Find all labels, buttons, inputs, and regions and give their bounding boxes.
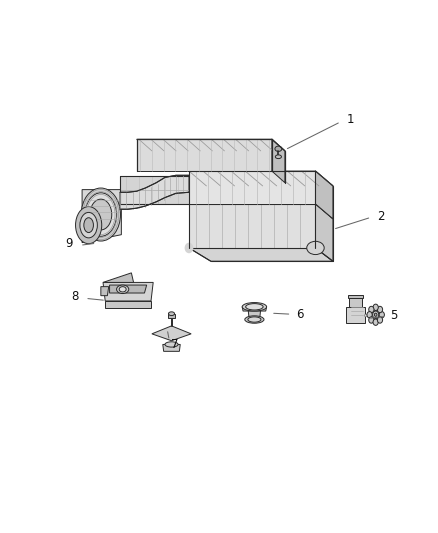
Text: 6: 6 (296, 308, 303, 321)
Ellipse shape (116, 285, 128, 294)
Polygon shape (110, 285, 146, 293)
Ellipse shape (119, 287, 126, 292)
Polygon shape (315, 171, 332, 219)
Polygon shape (105, 301, 151, 308)
Ellipse shape (244, 316, 263, 323)
Ellipse shape (81, 188, 120, 241)
Polygon shape (168, 314, 175, 318)
Polygon shape (188, 248, 332, 261)
Ellipse shape (275, 155, 281, 159)
Polygon shape (103, 273, 133, 282)
Text: 8: 8 (71, 290, 78, 303)
Polygon shape (188, 204, 315, 248)
Ellipse shape (165, 342, 178, 347)
Ellipse shape (377, 306, 382, 313)
Ellipse shape (372, 311, 378, 318)
Text: 5: 5 (389, 309, 397, 322)
Polygon shape (242, 307, 266, 311)
Polygon shape (103, 282, 153, 301)
Polygon shape (120, 175, 188, 209)
Polygon shape (152, 326, 191, 341)
Ellipse shape (75, 207, 102, 244)
Polygon shape (188, 171, 315, 204)
Text: 1: 1 (346, 112, 353, 126)
Ellipse shape (377, 317, 382, 323)
Ellipse shape (242, 303, 266, 311)
Text: 2: 2 (376, 209, 384, 223)
Polygon shape (101, 287, 109, 296)
Polygon shape (162, 344, 180, 351)
Ellipse shape (247, 317, 260, 322)
Ellipse shape (372, 319, 378, 325)
Ellipse shape (306, 241, 323, 255)
Ellipse shape (372, 304, 378, 311)
Polygon shape (315, 204, 332, 261)
Ellipse shape (369, 308, 381, 321)
Ellipse shape (90, 199, 112, 230)
Polygon shape (188, 171, 332, 186)
Polygon shape (248, 311, 260, 319)
Polygon shape (82, 190, 121, 243)
Ellipse shape (184, 243, 193, 253)
Ellipse shape (374, 313, 376, 317)
Polygon shape (136, 139, 271, 171)
Ellipse shape (80, 213, 97, 238)
Ellipse shape (274, 146, 281, 151)
Ellipse shape (168, 312, 174, 316)
Text: 9: 9 (65, 237, 73, 250)
Ellipse shape (366, 312, 371, 318)
Polygon shape (349, 298, 361, 307)
Polygon shape (136, 139, 284, 151)
Ellipse shape (378, 312, 384, 318)
Polygon shape (347, 295, 363, 298)
Polygon shape (271, 139, 284, 183)
Polygon shape (120, 176, 188, 204)
Ellipse shape (368, 306, 373, 313)
Ellipse shape (245, 304, 262, 310)
Ellipse shape (368, 317, 373, 323)
Ellipse shape (84, 217, 93, 232)
Text: 7: 7 (171, 338, 178, 351)
Ellipse shape (85, 193, 116, 236)
Polygon shape (346, 307, 364, 322)
